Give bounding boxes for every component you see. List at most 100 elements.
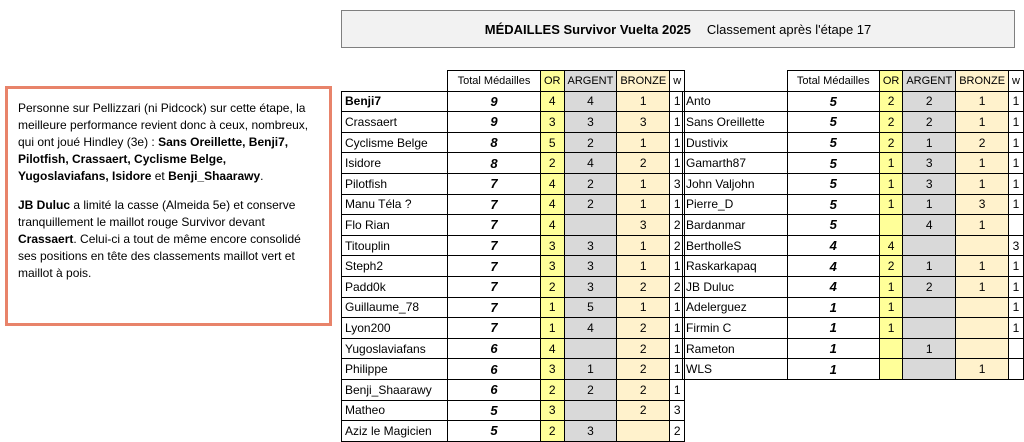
table-row: Steph2 7 3 3 1 1 [341,255,686,277]
table-row: Raskarkapaq 4 2 1 1 1 [682,255,1024,277]
gold-count [878,358,904,380]
total-medals: 4 [786,255,880,277]
w-count [1008,214,1024,236]
gold-count: 1 [540,317,565,339]
silver-count: 5 [563,296,618,319]
total-medals: 1 [786,296,880,319]
gold-count: 2 [878,90,904,113]
gold-count: 3 [540,111,565,133]
player-name: Sans Oreillette [682,111,788,133]
total-medals: 8 [447,152,541,174]
w-count: 3 [669,399,686,422]
bronze-count: 2 [616,275,671,298]
bronze-count: 3 [616,111,671,133]
table-header-row: Total Médailles OR ARGENT BRONZE w [682,70,1024,92]
gold-count: 5 [540,131,565,154]
silver-count: 3 [563,420,618,442]
bronze-count: 2 [955,131,1010,154]
table-row: JB Duluc 4 1 2 1 1 [682,275,1024,298]
table-row: Adelerguez 1 1 1 [682,296,1024,319]
header-total: Total Médailles [786,70,880,92]
table-row: Anto 5 2 2 1 1 [682,90,1024,113]
table-row: Lyon200 7 1 4 2 1 [341,317,686,339]
bronze-count: 1 [616,234,671,257]
silver-count: 3 [902,152,957,174]
medal-table-left: Total Médailles OR ARGENT BRONZE w Benji7 9 4 4 1… [341,70,686,442]
player-name: Flo Rian [341,214,448,236]
header-or: OR [540,70,565,92]
gold-count: 4 [540,214,565,236]
header-bronze: BRONZE [955,70,1010,92]
gold-count: 2 [540,420,565,442]
bronze-count: 2 [616,399,671,422]
total-medals: 1 [786,317,880,339]
title-banner: MÉDAILLES Survivor Vuelta 2025 Classemen… [341,10,1015,48]
bronze-count: 1 [955,152,1010,174]
bronze-count: 1 [955,111,1010,133]
silver-count: 2 [563,131,618,154]
gold-count: 1 [878,317,904,339]
w-count: 1 [1008,193,1024,216]
player-name: Benji7 [341,90,448,113]
gold-count: 2 [878,111,904,133]
w-count [1008,337,1024,360]
header-argent: ARGENT [902,70,957,92]
bronze-count: 1 [955,275,1010,298]
w-count: 1 [669,378,686,401]
player-name: Padd0k [341,275,448,298]
comment-text: . Celui-ci a tout de même encore consoli… [18,232,301,280]
total-medals: 7 [447,255,541,277]
silver-count [563,214,618,236]
total-medals: 9 [447,111,541,133]
total-medals: 8 [447,131,541,154]
comment-text: et [151,169,169,183]
table-row: Sans Oreillette 5 2 2 1 1 [682,111,1024,133]
w-count: 1 [1008,296,1024,319]
w-count: 2 [669,420,686,442]
gold-count: 1 [878,275,904,298]
comment-text: . [260,169,264,183]
silver-count: 3 [563,234,618,257]
comment-bold: Sans Oreillette, Benji7, Pilotfish, Cras… [18,135,289,183]
table-row: Crassaert 9 3 3 3 1 [341,111,686,133]
player-name: Firmin C [682,317,788,339]
table-row: BertholleS 4 4 3 [682,234,1024,257]
table-row: Bardanmar 5 4 1 [682,214,1024,236]
silver-count: 2 [902,111,957,133]
total-medals: 5 [447,399,541,422]
player-name: Gamarth87 [682,152,788,174]
bronze-count: 2 [616,152,671,174]
bronze-count: 1 [955,255,1010,277]
silver-count: 2 [563,378,618,401]
gold-count [878,214,904,236]
player-name: Isidore [341,152,448,174]
table-row: Pierre_D 5 1 1 3 1 [682,193,1024,216]
header-total: Total Médailles [447,70,541,92]
gold-count: 3 [540,255,565,277]
bronze-count: 2 [616,378,671,401]
w-count: 3 [1008,234,1024,257]
gold-count: 4 [540,172,565,195]
table-row: Guillaume_78 7 1 5 1 1 [341,296,686,319]
silver-count: 1 [563,358,618,380]
player-name: Philippe [341,358,448,380]
header-w: w [1008,70,1024,92]
silver-count [902,234,957,257]
bronze-count: 1 [955,358,1010,380]
header-argent: ARGENT [563,70,618,92]
w-count: 1 [1008,111,1024,133]
silver-count [902,317,957,339]
gold-count: 3 [540,399,565,422]
table-row: Yugoslaviafans 6 4 2 1 [341,337,686,360]
player-name: Yugoslaviafans [341,337,448,360]
table-row: Rameton 1 1 [682,337,1024,360]
gold-count: 1 [878,193,904,216]
gold-count: 3 [540,358,565,380]
silver-count: 4 [563,317,618,339]
player-name: Pilotfish [341,172,448,195]
silver-count: 3 [563,255,618,277]
player-name: Lyon200 [341,317,448,339]
bronze-count [616,420,671,442]
bronze-count: 2 [616,358,671,380]
player-name: Titouplin [341,234,448,257]
